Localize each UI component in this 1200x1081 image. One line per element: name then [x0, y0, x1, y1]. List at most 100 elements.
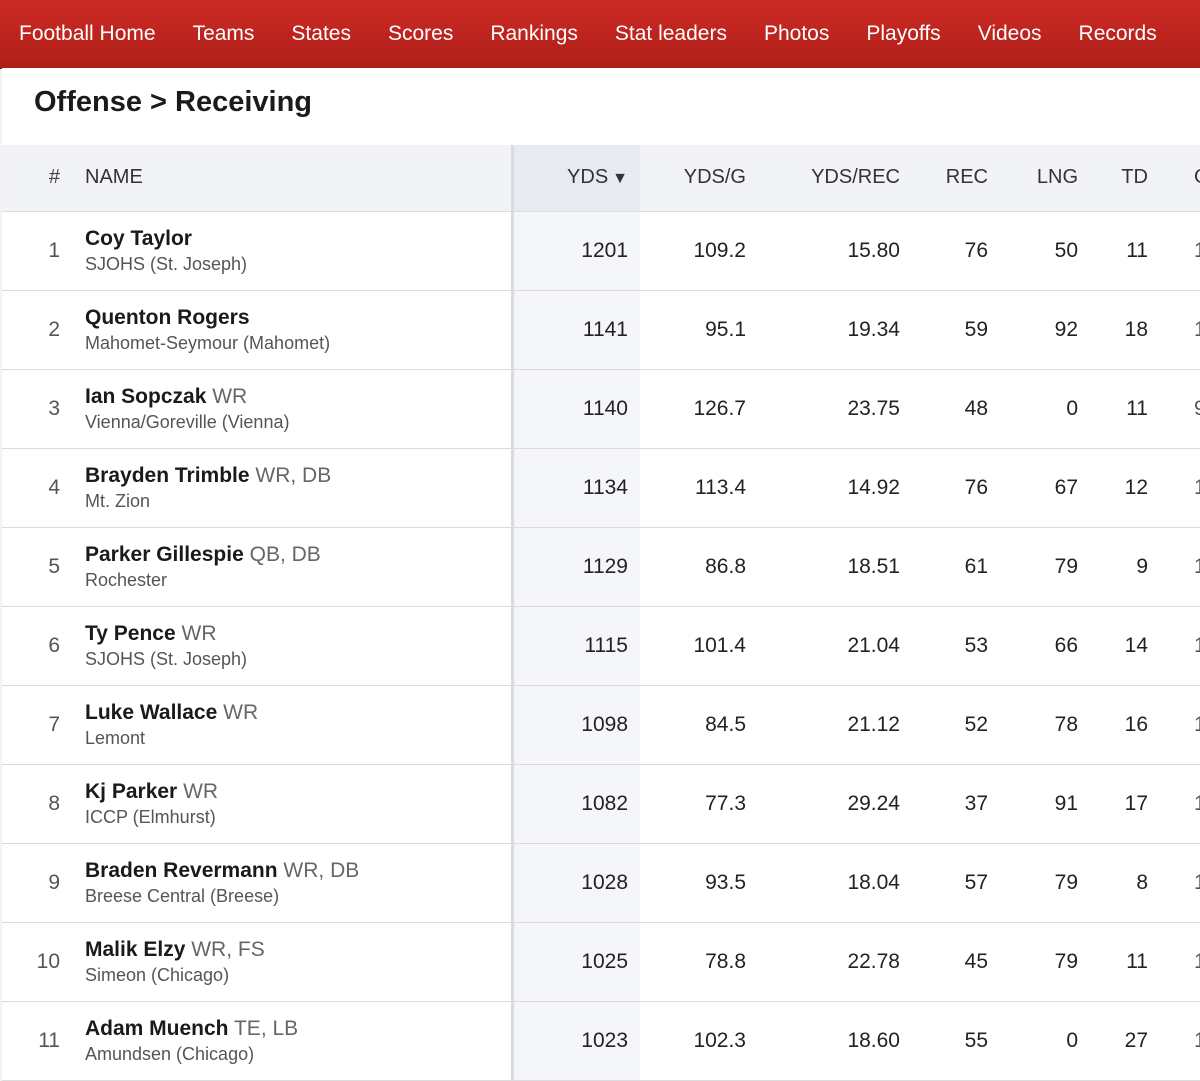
player-name-link[interactable]: Coy Taylor [85, 226, 192, 250]
yds-cell: 1134 [512, 448, 640, 528]
player-school-link[interactable]: Mahomet-Seymour (Mahomet) [85, 332, 331, 353]
td-cell: 11 [1078, 922, 1148, 1002]
player-name-link[interactable]: Parker Gillespie [85, 542, 244, 566]
header-rank: # [2, 145, 60, 212]
player-cell: Parker Gillespie QB, DB Rochester [60, 527, 514, 607]
gp-cell: 13 [1148, 922, 1200, 1002]
player-school-link[interactable]: ICCP (Elmhurst) [85, 806, 216, 827]
player-position: TE, LB [233, 1016, 299, 1040]
header-ydsg[interactable]: YDS/G [640, 145, 746, 212]
player-school-link[interactable]: Vienna/Goreville (Vienna) [85, 411, 290, 432]
lng-cell: 66 [988, 606, 1078, 686]
player-name-link[interactable]: Ty Pence [85, 621, 176, 645]
header-ydsrec[interactable]: YDS/REC [746, 145, 900, 212]
table-row: 5 Parker Gillespie QB, DB Rochester 1129 86.… [2, 527, 1200, 607]
player-line: Ty Pence WR [85, 621, 511, 647]
td-cell: 27 [1078, 1001, 1148, 1081]
nav-stat-leaders[interactable]: Stat leaders [614, 22, 727, 45]
yds-cell: 1141 [512, 290, 640, 370]
stats-table: # NAME YDS▼ YDS/G YDS/REC REC LNG TD GP … [2, 145, 1200, 1081]
gp-cell: 13 [1148, 685, 1200, 765]
yds-cell: 1129 [512, 527, 640, 607]
header-rec[interactable]: REC [900, 145, 988, 212]
table-body: 1 Coy Taylor SJOHS (St. Joseph) 1201 109.2 1… [2, 211, 1200, 1081]
td-cell: 12 [1078, 448, 1148, 528]
rec-cell: 61 [900, 527, 988, 607]
nav-football-home[interactable]: Football Home [19, 22, 156, 45]
rank-cell: 10 [2, 922, 60, 1002]
yds-cell: 1028 [512, 843, 640, 923]
header-name[interactable]: NAME [60, 145, 514, 212]
player-name-link[interactable]: Kj Parker [85, 779, 178, 803]
gp-value: 13 [1194, 712, 1200, 736]
ydsg-cell: 86.8 [640, 527, 746, 607]
rank-cell: 2 [2, 290, 60, 370]
ydsrec-cell: 21.12 [746, 685, 900, 765]
header-lng[interactable]: LNG [988, 145, 1078, 212]
lng-cell: 67 [988, 448, 1078, 528]
player-school-link[interactable]: SJOHS (St. Joseph) [85, 648, 248, 669]
player-position: WR, DB [283, 858, 360, 882]
gp-value: 13 [1194, 949, 1200, 973]
player-name-link[interactable]: Ian Sopczak [85, 384, 207, 408]
gp-cell: 10 [1148, 448, 1200, 528]
player-school-link[interactable]: Amundsen (Chicago) [85, 1043, 255, 1064]
nav-states[interactable]: States [291, 22, 351, 45]
lng-cell: 92 [988, 290, 1078, 370]
player-name-link[interactable]: Brayden Trimble [85, 463, 250, 487]
player-position: WR, FS [191, 937, 265, 961]
player-line: Coy Taylor [85, 226, 511, 252]
player-cell: Malik Elzy WR, FS Simeon (Chicago) [60, 922, 514, 1002]
player-school-link[interactable]: Lemont [85, 727, 146, 748]
gp-cell: 11 [1148, 606, 1200, 686]
player-school-link[interactable]: Mt. Zion [85, 490, 151, 511]
td-cell: 8 [1078, 843, 1148, 923]
nav-rankings[interactable]: Rankings [490, 22, 578, 45]
nav-playoffs[interactable]: Playoffs [866, 22, 941, 45]
table-row: 6 Ty Pence WR SJOHS (St. Joseph) 1115 101.4 2… [2, 606, 1200, 686]
ydsrec-cell: 18.60 [746, 1001, 900, 1081]
player-cell: Luke Wallace WR Lemont [60, 685, 514, 765]
ydsg-cell: 95.1 [640, 290, 746, 370]
sort-descending-icon: ▼ [612, 170, 628, 188]
table-row: 7 Luke Wallace WR Lemont 1098 84.5 21.12 52 78 1… [2, 685, 1200, 765]
ydsrec-cell: 19.34 [746, 290, 900, 370]
player-school-link[interactable]: Rochester [85, 569, 168, 590]
rec-cell: 59 [900, 290, 988, 370]
nav-records[interactable]: Records [1078, 22, 1157, 45]
ydsrec-cell: 29.24 [746, 764, 900, 844]
ydsg-cell: 109.2 [640, 211, 746, 291]
nav-teams[interactable]: Teams [192, 22, 255, 45]
player-position: WR [223, 700, 259, 724]
ydsg-cell: 126.7 [640, 369, 746, 449]
rank-cell: 6 [2, 606, 60, 686]
header-gp[interactable]: GP [1148, 145, 1200, 212]
nav-photos[interactable]: Photos [763, 22, 830, 45]
player-school-link[interactable]: Simeon (Chicago) [85, 964, 230, 985]
ydsg-cell: 77.3 [640, 764, 746, 844]
td-cell: 14 [1078, 606, 1148, 686]
td-cell: 18 [1078, 290, 1148, 370]
lng-cell: 79 [988, 527, 1078, 607]
player-school-link[interactable]: SJOHS (St. Joseph) [85, 253, 248, 274]
rank-cell: 5 [2, 527, 60, 607]
player-name-link[interactable]: Adam Muench [85, 1016, 229, 1040]
ydsrec-cell: 23.75 [746, 369, 900, 449]
nav-videos[interactable]: Videos [977, 22, 1042, 45]
lng-cell: 78 [988, 685, 1078, 765]
player-cell: Braden Revermann WR, DB Breese Central (B… [60, 843, 514, 923]
td-cell: 17 [1078, 764, 1148, 844]
player-school-link[interactable]: Breese Central (Breese) [85, 885, 280, 906]
player-name-link[interactable]: Luke Wallace [85, 700, 218, 724]
player-name-link[interactable]: Braden Revermann [85, 858, 278, 882]
header-td[interactable]: TD [1078, 145, 1148, 212]
player-name-link[interactable]: Quenton Rogers [85, 305, 250, 329]
header-yds-label: YDS [567, 166, 609, 189]
nav-scores[interactable]: Scores [387, 22, 454, 45]
rec-cell: 76 [900, 211, 988, 291]
header-yds[interactable]: YDS ▼ [512, 145, 640, 212]
ydsg-cell: 93.5 [640, 843, 746, 923]
player-position: WR [181, 621, 217, 645]
player-line: Luke Wallace WR [85, 700, 511, 726]
player-name-link[interactable]: Malik Elzy [85, 937, 186, 961]
